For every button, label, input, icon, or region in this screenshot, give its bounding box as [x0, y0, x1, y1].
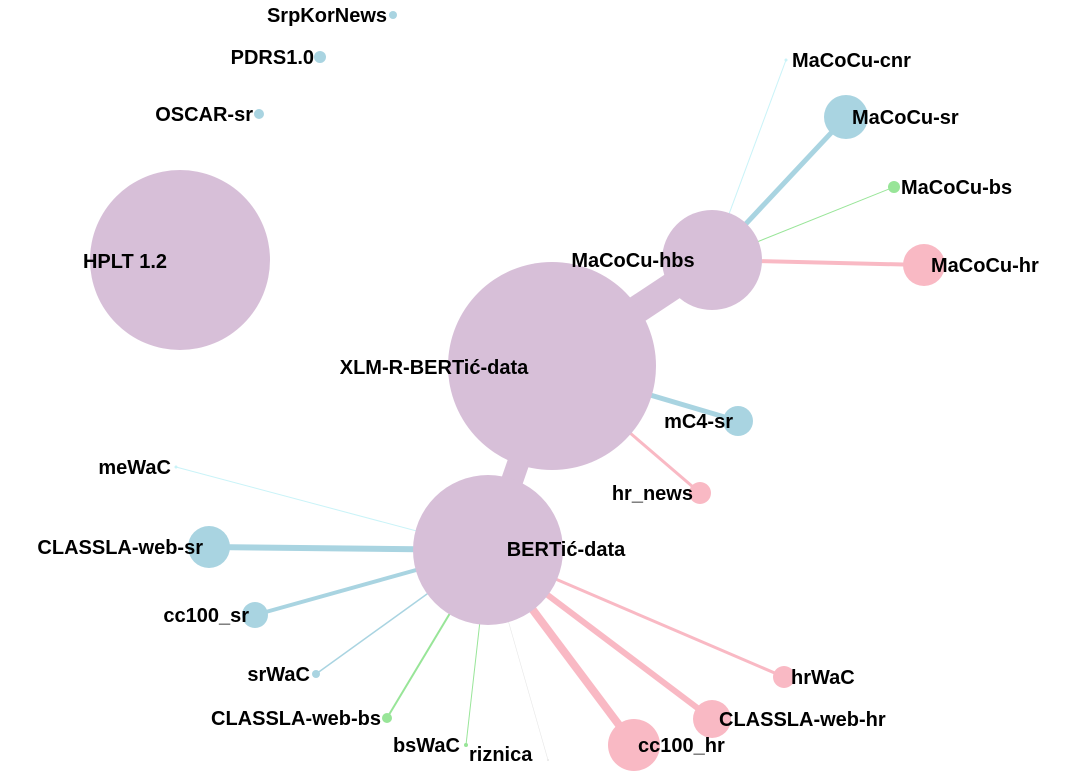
node-macocu_cnr[interactable] — [784, 58, 788, 62]
node-srwac[interactable] — [312, 670, 320, 678]
node-macocu_bs[interactable] — [888, 181, 900, 193]
node-label-classla_sr: CLASSLA-web-sr — [37, 537, 203, 559]
node-label-riznica: riznica — [469, 744, 533, 766]
node-macocu_sr[interactable] — [824, 95, 868, 139]
node-label-hrwac: hrWaC — [791, 667, 855, 689]
node-macocu_hbs[interactable] — [662, 210, 762, 310]
node-label-classla_bs: CLASSLA-web-bs — [211, 708, 381, 730]
node-srpkor[interactable] — [389, 11, 397, 19]
node-label-bswac: bsWaC — [393, 735, 460, 757]
node-label-classla_hr: CLASSLA-web-hr — [719, 709, 886, 731]
node-label-oscar: OSCAR-sr — [155, 104, 253, 126]
node-label-macocu_hbs: MaCoCu-hbs — [571, 250, 694, 272]
node-hrnews[interactable] — [689, 482, 711, 504]
node-oscar[interactable] — [254, 109, 264, 119]
node-label-xlmr: XLM-R-BERTić-data — [340, 357, 529, 379]
node-hrwac[interactable] — [773, 666, 795, 688]
node-label-macocu_bs: MaCoCu-bs — [901, 177, 1012, 199]
node-riznica[interactable] — [547, 759, 549, 761]
node-pdrs[interactable] — [314, 51, 326, 63]
nodes-layer — [90, 11, 945, 771]
node-label-hrnews: hr_news — [612, 483, 693, 505]
node-label-macocu_hr: MaCoCu-hr — [931, 255, 1039, 277]
node-label-hplt: HPLT 1.2 — [83, 251, 167, 273]
node-label-cc100_sr: cc100_sr — [163, 605, 249, 627]
node-label-macocu_sr: MaCoCu-sr — [852, 107, 959, 129]
node-hplt[interactable] — [90, 170, 270, 350]
node-classla_bs[interactable] — [382, 713, 392, 723]
node-label-pdrs: PDRS1.0 — [231, 47, 314, 69]
labels-layer: HPLT 1.2 XLM-R-BERTić-data MaCoCu-hbs BERTi… — [37, 5, 1039, 766]
node-mc4[interactable] — [723, 406, 753, 436]
node-bswac[interactable] — [464, 743, 468, 747]
node-label-macocu_cnr: MaCoCu-cnr — [792, 50, 911, 72]
node-label-mc4: mC4-sr — [664, 411, 733, 433]
node-label-srpkor: SrpKorNews — [267, 5, 387, 27]
node-label-mewac: meWaC — [98, 457, 171, 479]
node-xlmr[interactable] — [448, 262, 656, 470]
node-classla_sr[interactable] — [188, 526, 230, 568]
node-macocu_hr[interactable] — [903, 244, 945, 286]
node-label-bertic: BERTić-data — [507, 539, 626, 561]
node-classla_hr[interactable] — [693, 700, 731, 738]
node-bertic[interactable] — [413, 475, 563, 625]
node-mewac[interactable] — [174, 465, 178, 469]
node-cc100_sr[interactable] — [242, 602, 268, 628]
node-cc100_hr[interactable] — [608, 719, 660, 771]
node-label-cc100_hr: cc100_hr — [638, 735, 725, 757]
node-label-srwac: srWaC — [247, 664, 310, 686]
